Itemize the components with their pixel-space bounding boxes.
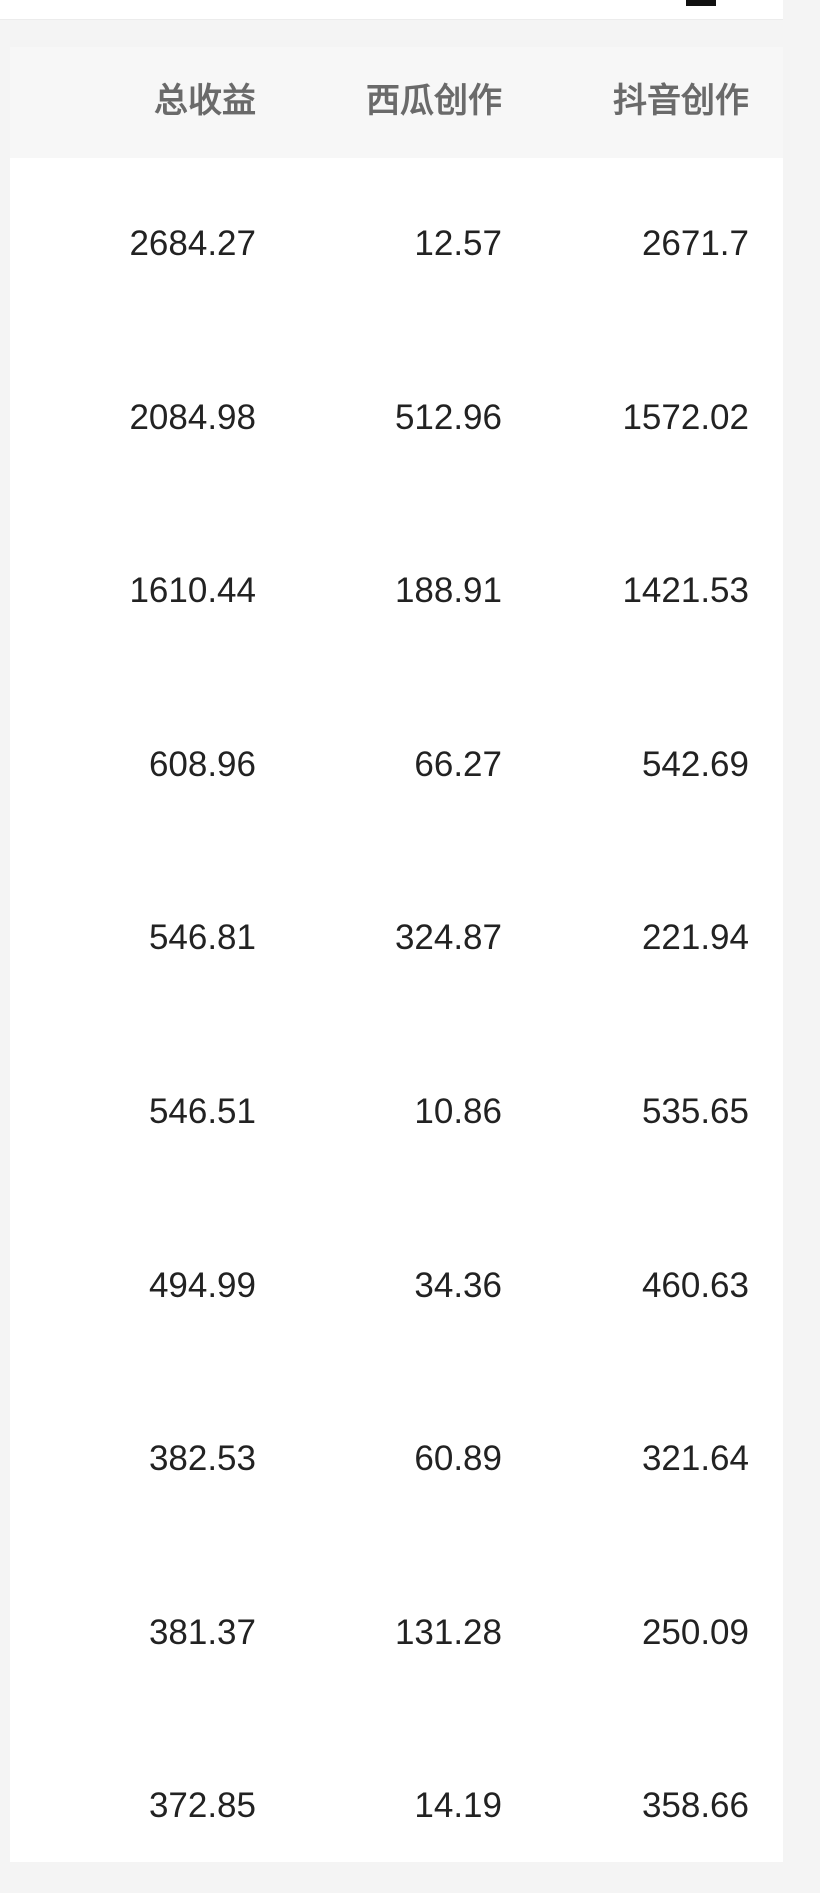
table-row: 1610.44 188.91 1421.53: [10, 505, 783, 678]
cell-xigua: 14.19: [414, 1786, 502, 1826]
cell-xigua: 34.36: [414, 1265, 502, 1305]
earnings-table: 总收益 西瓜创作 抖音创作 2684.27 12.57 2671.7 2084.98 5…: [10, 47, 783, 1862]
cell-total-earnings: 382.53: [148, 1439, 256, 1479]
column-header-total-earnings[interactable]: 总收益: [154, 82, 256, 120]
cell-total-earnings: 2084.98: [129, 397, 256, 437]
cell-xigua: 324.87: [394, 918, 502, 958]
cell-douyin: 460.63: [641, 1265, 749, 1305]
cell-douyin: 250.09: [641, 1612, 749, 1652]
top-bar: [0, 0, 783, 20]
cell-xigua: 12.57: [414, 224, 502, 263]
cell-douyin: 358.66: [641, 1786, 749, 1826]
column-header-douyin[interactable]: 抖音创作: [613, 82, 749, 120]
cell-douyin: 1572.02: [622, 397, 749, 437]
cell-total-earnings: 372.85: [148, 1786, 256, 1826]
cell-xigua: 10.86: [414, 1092, 502, 1131]
cell-total-earnings: 381.37: [148, 1612, 256, 1652]
table-row: 608.96 66.27 542.69: [10, 679, 783, 852]
cell-douyin: 2671.7: [641, 224, 749, 263]
cell-douyin: 535.65: [641, 1092, 749, 1131]
cell-xigua: 131.28: [394, 1612, 502, 1652]
cell-total-earnings: 1610.44: [129, 571, 256, 611]
table-row: 2684.27 12.57 2671.7: [10, 158, 783, 331]
cell-douyin: 221.94: [641, 918, 749, 958]
cell-total-earnings: 546.51: [148, 1092, 256, 1131]
table-header: 总收益 西瓜创作 抖音创作: [10, 47, 783, 158]
table-row: 381.37 131.28 250.09: [10, 1547, 783, 1720]
table-row: 382.53 60.89 321.64: [10, 1373, 783, 1546]
cell-xigua: 512.96: [394, 397, 502, 437]
status-indicator: [686, 0, 716, 6]
cell-xigua: 66.27: [414, 744, 502, 784]
cell-total-earnings: 494.99: [148, 1265, 256, 1305]
table-row: 2084.98 512.96 1572.02: [10, 332, 783, 505]
table-row: 546.81 324.87 221.94: [10, 852, 783, 1025]
cell-total-earnings: 546.81: [148, 918, 256, 958]
table-row: 372.85 14.19 358.66: [10, 1720, 783, 1893]
cell-douyin: 1421.53: [622, 571, 749, 611]
cell-douyin: 321.64: [641, 1439, 749, 1479]
cell-total-earnings: 608.96: [148, 744, 256, 784]
column-header-xigua[interactable]: 西瓜创作: [366, 82, 502, 120]
cell-douyin: 542.69: [641, 744, 749, 784]
cell-total-earnings: 2684.27: [129, 224, 256, 263]
cell-xigua: 60.89: [414, 1439, 502, 1479]
table-row: 494.99 34.36 460.63: [10, 1200, 783, 1373]
cell-xigua: 188.91: [394, 571, 502, 611]
table-row: 546.51 10.86 535.65: [10, 1026, 783, 1199]
